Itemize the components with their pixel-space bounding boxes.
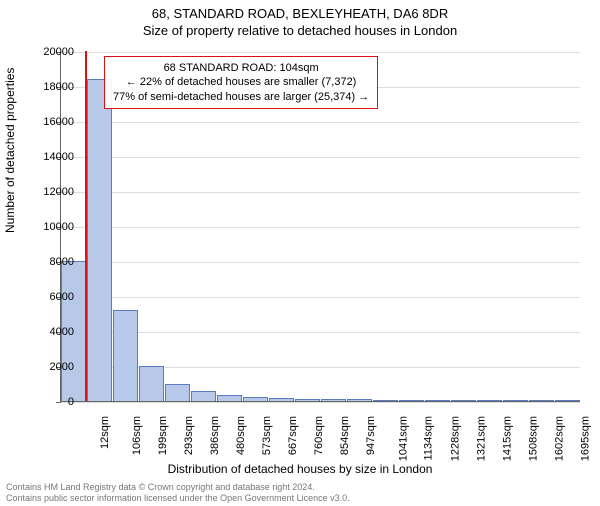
xtick-label: 106sqm [131, 416, 143, 455]
chart-title-address: 68, STANDARD ROAD, BEXLEYHEATH, DA6 8DR [0, 6, 600, 21]
ytick-label: 10000 [43, 221, 74, 233]
xtick-label: 12sqm [99, 416, 111, 449]
histogram-bar [321, 399, 346, 401]
footer-line2: Contains public sector information licen… [6, 493, 350, 504]
y-axis-label: Number of detached properties [3, 68, 17, 233]
chart-container: 68, STANDARD ROAD, BEXLEYHEATH, DA6 8DR … [0, 6, 600, 506]
histogram-bar [477, 400, 502, 401]
histogram-bar [399, 400, 424, 401]
xtick-label: 1228sqm [449, 416, 461, 461]
xtick-label: 1134sqm [422, 416, 434, 460]
xtick-label: 573sqm [261, 416, 273, 455]
ytick-label: 6000 [50, 291, 74, 303]
xtick-label: 1415sqm [501, 416, 513, 461]
footer-attribution: Contains HM Land Registry data © Crown c… [6, 482, 350, 504]
annotation-callout: 68 STANDARD ROAD: 104sqm← 22% of detache… [104, 56, 378, 109]
ytick-label: 2000 [50, 361, 74, 373]
footer-line1: Contains HM Land Registry data © Crown c… [6, 482, 350, 493]
xtick-label: 760sqm [313, 416, 325, 455]
histogram-bar [269, 398, 294, 401]
ytick-label: 14000 [43, 151, 74, 163]
property-marker-line [85, 51, 87, 401]
xtick-label: 1508sqm [527, 416, 539, 461]
ytick-label: 16000 [43, 116, 74, 128]
xtick-label: 293sqm [183, 416, 195, 455]
histogram-bar [113, 310, 138, 401]
histogram-bar [373, 400, 398, 401]
histogram-bar [165, 384, 190, 402]
histogram-bar [139, 366, 164, 401]
ytick-label: 20000 [43, 46, 74, 58]
chart-subtitle: Size of property relative to detached ho… [0, 23, 600, 38]
histogram-bar [243, 397, 268, 401]
xtick-label: 667sqm [287, 416, 299, 455]
xtick-label: 947sqm [365, 416, 377, 455]
histogram-bar [87, 79, 112, 401]
x-axis-label: Distribution of detached houses by size … [0, 462, 600, 476]
xtick-label: 1321sqm [475, 416, 487, 461]
annotation-line3: 77% of semi-detached houses are larger (… [113, 90, 369, 104]
histogram-bar [425, 400, 450, 401]
ytick-label: 8000 [50, 256, 74, 268]
annotation-line1: 68 STANDARD ROAD: 104sqm [113, 61, 369, 75]
xtick-label: 480sqm [235, 416, 247, 455]
histogram-bar [217, 395, 242, 401]
ytick-label: 0 [68, 396, 74, 408]
histogram-bar [295, 399, 320, 401]
histogram-bar [347, 399, 372, 401]
histogram-bar [529, 400, 554, 401]
xtick-label: 1602sqm [553, 416, 565, 461]
histogram-bar [191, 391, 216, 401]
histogram-bar [555, 400, 580, 401]
xtick-label: 1695sqm [579, 416, 591, 461]
ytick-label: 18000 [43, 81, 74, 93]
xtick-label: 386sqm [209, 416, 221, 455]
histogram-bar [451, 400, 476, 401]
xtick-label: 854sqm [339, 416, 351, 455]
xtick-label: 1041sqm [397, 416, 409, 461]
annotation-line2: ← 22% of detached houses are smaller (7,… [113, 75, 369, 89]
ytick-label: 12000 [43, 186, 74, 198]
ytick-label: 4000 [50, 326, 74, 338]
histogram-bar [503, 400, 528, 401]
xtick-label: 199sqm [157, 416, 169, 455]
